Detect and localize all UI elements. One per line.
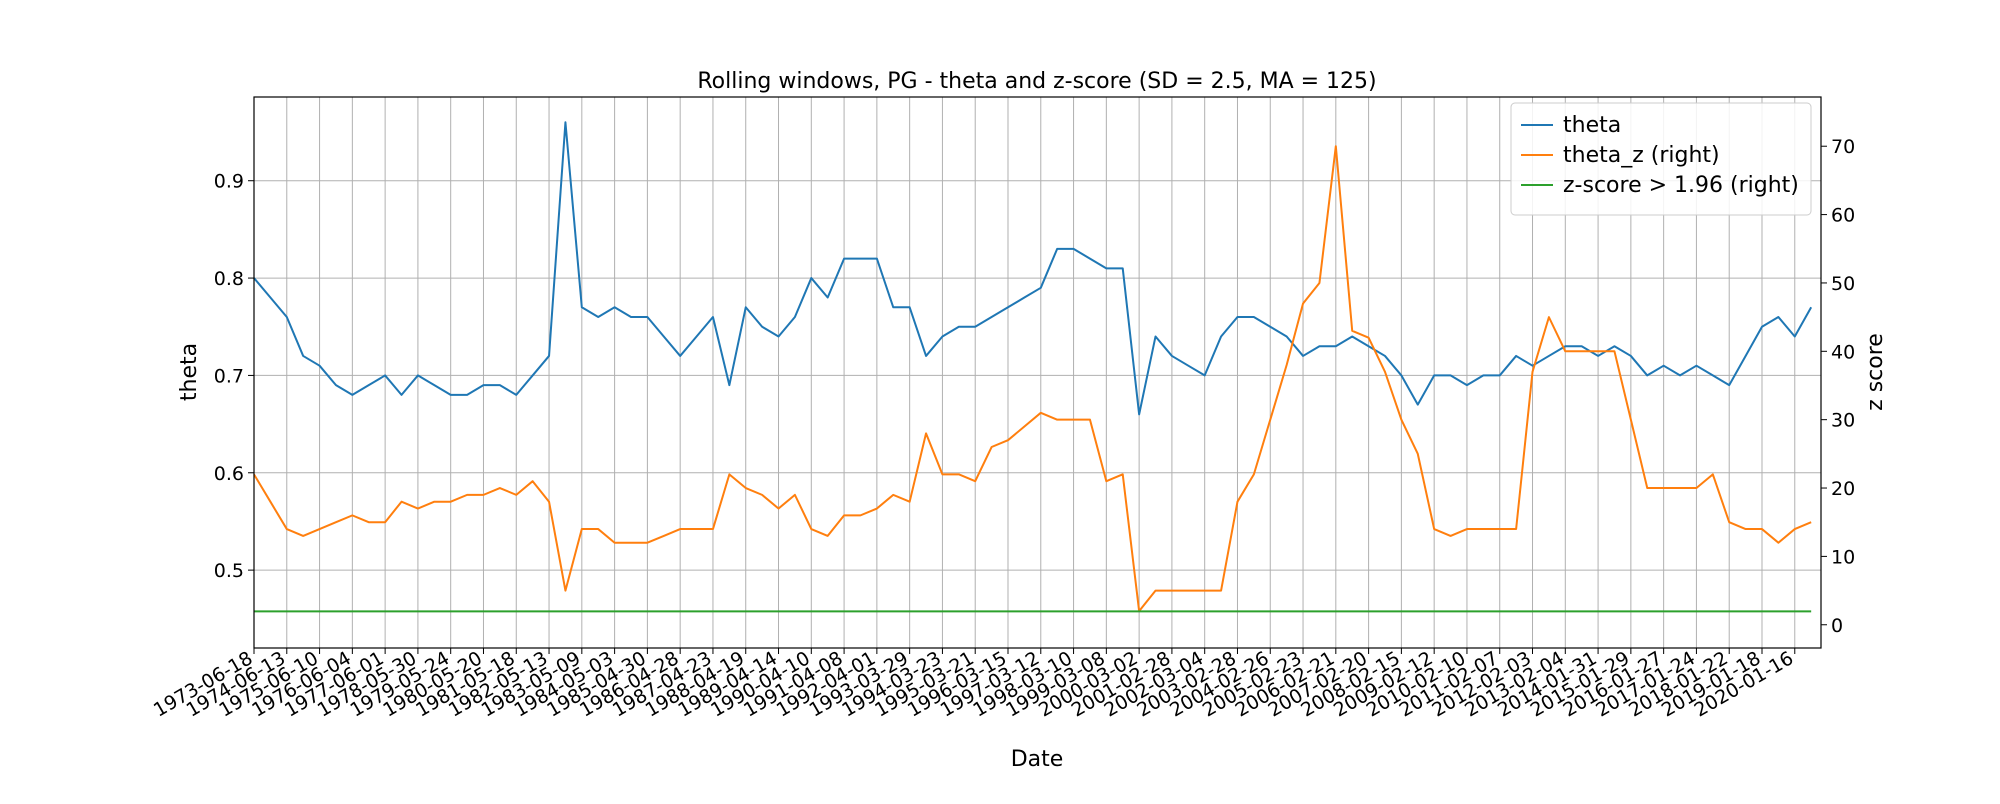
y-tick-label: 0.8 bbox=[214, 268, 244, 290]
y2-tick-label: 70 bbox=[1831, 136, 1855, 158]
legend-label: theta bbox=[1563, 113, 1621, 138]
legend-label: z-score > 1.96 (right) bbox=[1563, 173, 1799, 198]
grid bbox=[253, 97, 1821, 648]
x-axis-label: Date bbox=[1011, 747, 1064, 772]
y-tick-label: 0.5 bbox=[214, 560, 244, 582]
y2-axis-label: z score bbox=[1863, 333, 1888, 411]
y2-tick-label: 10 bbox=[1831, 546, 1855, 568]
chart-title: Rolling windows, PG - theta and z-score … bbox=[697, 69, 1376, 94]
y2-tick-label: 30 bbox=[1831, 410, 1855, 432]
y-tick-label: 0.6 bbox=[214, 463, 244, 485]
plot-frame bbox=[253, 96, 1822, 649]
legend-label: theta_z (right) bbox=[1563, 143, 1720, 168]
y2-tick-label: 50 bbox=[1831, 273, 1855, 295]
y-tick-label: 0.7 bbox=[214, 365, 244, 387]
y-tick-label: 0.9 bbox=[214, 171, 244, 193]
series-line bbox=[253, 121, 1813, 416]
legend-box bbox=[1510, 102, 1812, 216]
y2-tick-label: 60 bbox=[1831, 205, 1855, 227]
y2-tick-label: 40 bbox=[1831, 341, 1855, 363]
y2-tick-label: 0 bbox=[1831, 615, 1843, 637]
y2-tick-label: 20 bbox=[1831, 478, 1855, 500]
series-line bbox=[253, 145, 1812, 613]
y-axis-label: theta bbox=[177, 343, 202, 401]
